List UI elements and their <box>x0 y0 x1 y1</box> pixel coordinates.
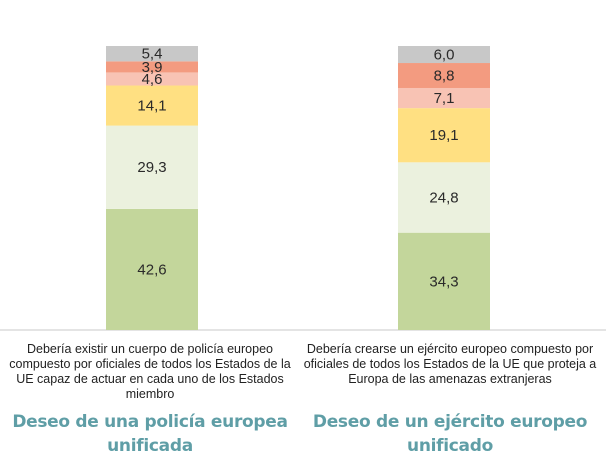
bar-segment-0-3 <box>106 72 198 86</box>
bar-segment-1-5 <box>398 46 490 64</box>
bar-segment-0-5 <box>106 46 198 62</box>
bar-segment-0-1 <box>106 125 198 209</box>
bar-segment-0-4 <box>106 61 198 73</box>
bar-segment-label-0-5: 5,4 <box>142 46 163 63</box>
bar-segment-1-1 <box>398 162 490 233</box>
bar-segment-1-3 <box>398 87 490 109</box>
bar-segment-0-2 <box>106 85 198 126</box>
bar-segment-label-1-4: 8,8 <box>434 68 455 85</box>
bar-segment-1-2 <box>398 108 490 163</box>
category-heading-police: Deseo de una policía europea unificada <box>12 412 288 456</box>
bar-segment-label-1-5: 6,0 <box>434 47 455 64</box>
category-description-army: Debería crearse un ejército europeo comp… <box>303 342 597 386</box>
bar-segment-label-0-0: 42,6 <box>137 261 166 278</box>
bar-segment-label-0-3: 4,6 <box>142 71 163 88</box>
bars-layer: 42,6 29,3 14,1 4,63,95,4 34,3 24,8 19,1 7,1 8,8 6… <box>106 46 490 330</box>
bar-segment-label-0-1: 29,3 <box>137 159 166 176</box>
bar-segment-0-0 <box>106 208 198 330</box>
category-heading-army: Deseo de un ejército europeo unificado <box>312 412 588 456</box>
bar-segment-label-0-2: 14,1 <box>137 98 166 115</box>
bar-segment-1-0 <box>398 232 490 330</box>
bar-segment-1-4 <box>398 63 490 88</box>
bar-segment-label-1-2: 19,1 <box>429 127 458 144</box>
bar-segment-label-1-3: 7,1 <box>434 90 455 107</box>
stacked-bar-chart: 42,6 29,3 14,1 4,63,95,4 34,3 24,8 19,1 7,1 8,8 6… <box>0 46 606 331</box>
bar-segment-label-1-1: 24,8 <box>429 190 458 207</box>
bar-segment-label-1-0: 34,3 <box>429 273 458 290</box>
category-description-police: Debería existir un cuerpo de policía eur… <box>9 342 291 401</box>
bar-segment-label-0-4: 3,9 <box>142 59 163 76</box>
